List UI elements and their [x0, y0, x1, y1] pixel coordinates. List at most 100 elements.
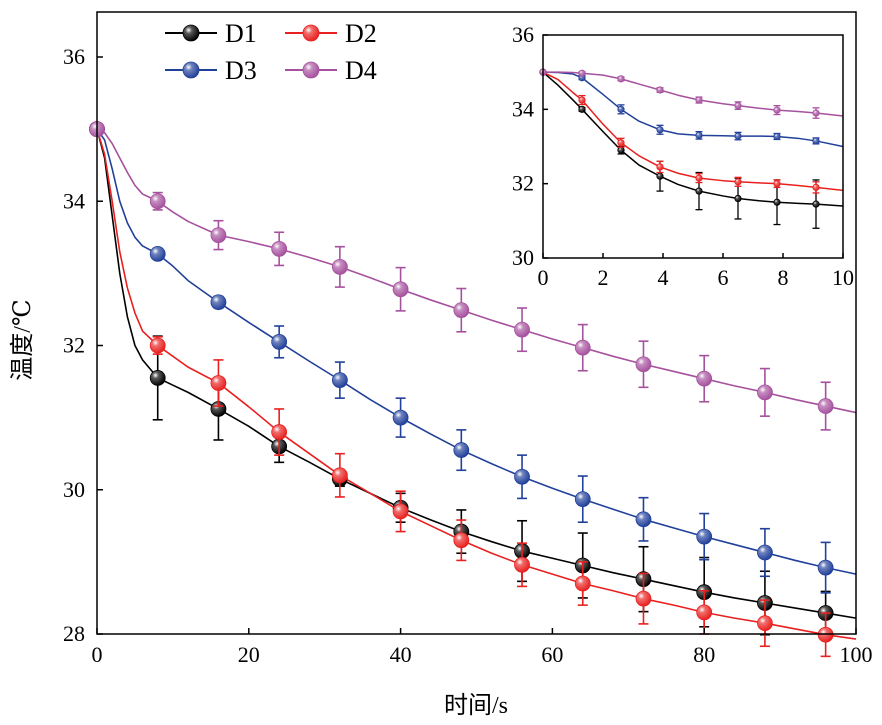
data-point	[392, 281, 409, 298]
y-tick-label: 28	[63, 621, 85, 646]
legend-label: D1	[225, 19, 257, 48]
y-tick-label: 34	[63, 188, 85, 213]
data-point	[453, 532, 470, 549]
data-point	[656, 86, 664, 94]
data-point	[392, 503, 409, 520]
data-point	[695, 174, 703, 182]
data-point	[331, 372, 348, 389]
data-point	[331, 258, 348, 275]
data-point	[514, 321, 530, 338]
y-tick-label: 36	[63, 44, 85, 69]
data-point	[578, 69, 586, 77]
data-point	[656, 172, 664, 180]
data-point	[574, 339, 591, 356]
data-point	[453, 302, 470, 319]
legend: D1 D2 D3 D4	[165, 19, 377, 85]
y-tick-label: 30	[512, 245, 534, 270]
data-point	[817, 398, 834, 414]
x-tick-label: 40	[390, 642, 412, 667]
data-point	[578, 105, 586, 113]
data-point	[757, 384, 773, 401]
legend-marker	[182, 61, 200, 79]
series-d2	[89, 121, 857, 658]
x-tick-label: 2	[598, 265, 609, 290]
data-point	[757, 544, 773, 561]
data-point	[773, 106, 781, 114]
data-point	[453, 442, 470, 458]
data-point	[210, 375, 227, 391]
data-point	[695, 187, 703, 195]
legend-marker	[302, 24, 320, 42]
data-point	[574, 491, 591, 508]
x-tick-label: 10	[832, 265, 854, 290]
x-tick-label: 100	[840, 642, 873, 667]
data-point	[734, 132, 742, 140]
x-tick-label: 8	[778, 265, 789, 290]
data-point	[149, 337, 166, 354]
y-tick-label: 30	[63, 477, 85, 502]
x-axis-title: 时间/s	[444, 692, 508, 719]
series-line-d2	[542, 71, 844, 192]
data-point	[271, 240, 288, 257]
data-point	[617, 75, 625, 83]
data-point	[149, 370, 166, 386]
y-tick-label: 32	[63, 333, 85, 358]
legend-item-d1: D1	[165, 19, 257, 48]
data-point	[812, 109, 820, 117]
data-point	[812, 200, 820, 208]
x-tick-label: 20	[238, 642, 260, 667]
legend-label: D4	[345, 56, 377, 85]
legend-label: D3	[225, 56, 257, 85]
data-point	[271, 333, 288, 350]
legend-marker	[302, 61, 320, 79]
data-point	[635, 511, 652, 528]
y-axis-title: 温度/℃	[9, 299, 36, 381]
data-point	[514, 468, 530, 485]
data-point	[635, 356, 652, 373]
data-point	[210, 294, 227, 311]
legend-item-d4: D4	[285, 56, 377, 85]
x-tick-label: 6	[718, 265, 729, 290]
data-point	[656, 126, 664, 134]
data-point	[331, 467, 348, 484]
series-d3	[89, 121, 857, 594]
y-tick-label: 32	[512, 171, 534, 196]
data-point	[696, 370, 713, 387]
series-line-d1	[542, 71, 844, 207]
data-point	[271, 424, 288, 440]
y-tick-label: 34	[512, 96, 534, 121]
data-point	[812, 183, 820, 191]
data-point	[696, 528, 713, 545]
series-d4	[89, 121, 857, 431]
legend-item-d3: D3	[165, 56, 257, 85]
data-point	[635, 590, 652, 607]
legend-label: D2	[345, 19, 377, 48]
data-point	[392, 409, 409, 426]
data-point	[617, 146, 625, 154]
data-point	[773, 180, 781, 188]
data-point	[656, 163, 664, 171]
legend-item-d2: D2	[285, 19, 377, 48]
x-tick-label: 60	[541, 642, 563, 667]
data-point	[773, 132, 781, 141]
data-point	[617, 105, 625, 113]
data-point	[578, 96, 586, 104]
data-point	[149, 193, 166, 210]
data-point	[734, 178, 742, 186]
data-point	[696, 604, 713, 621]
legend-marker	[182, 24, 200, 42]
data-point	[695, 131, 703, 139]
x-tick-label: 80	[693, 642, 715, 667]
data-point	[812, 137, 820, 145]
inset-plot: 0 2 4 6 8 10 30 32 34 36	[512, 22, 854, 290]
data-point	[757, 615, 773, 632]
data-point	[617, 139, 625, 147]
data-point	[773, 198, 781, 206]
x-tick-label: 0	[92, 642, 103, 667]
data-point	[734, 194, 742, 203]
x-tick-label: 0	[538, 265, 549, 290]
data-point	[514, 556, 530, 573]
data-point	[734, 102, 742, 110]
data-point	[149, 246, 166, 262]
